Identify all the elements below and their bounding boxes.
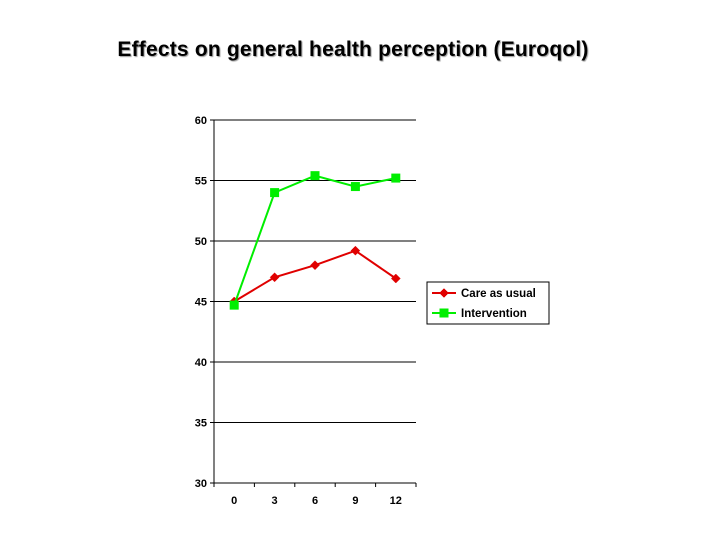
series-0 [229,245,401,307]
x-axis-ticks: 0 3 6 9 12 [213,483,417,507]
y-tick-label: 30 [195,478,207,490]
series-line [233,174,397,306]
legend-marker [439,308,449,318]
series-lines [229,171,401,310]
legend-marker [439,288,449,298]
legend-label: Care as usual [461,288,536,300]
data-point [229,300,239,310]
y-tick-label: 60 [195,115,207,127]
data-point [350,182,360,192]
y-tick-label: 40 [195,357,207,369]
data-point [350,245,361,256]
legend: Care as usual Intervention [426,281,550,325]
data-point [310,260,320,271]
x-tick-label: 3 [272,495,278,507]
y-tick-label: 35 [195,418,207,430]
series-1 [229,171,401,310]
data-point [390,273,401,284]
x-tick-label: 6 [312,495,318,507]
data-point [270,188,280,198]
slide-title: Effects on general health perception (Eu… [117,38,589,61]
x-tick-label: 0 [231,495,237,507]
series-line [233,249,397,303]
y-tick-label: 55 [195,176,207,188]
legend-box [426,281,550,325]
data-point [269,272,280,283]
y-tick-label: 45 [195,297,207,309]
legend-label: Intervention [461,308,527,320]
x-tick-label: 9 [352,495,358,507]
y-axis-ticks: 30 35 40 45 50 55 60 [195,115,214,490]
data-point [391,173,401,183]
data-point [310,171,320,181]
x-tick-label: 12 [390,495,402,507]
y-tick-label: 50 [195,236,207,248]
